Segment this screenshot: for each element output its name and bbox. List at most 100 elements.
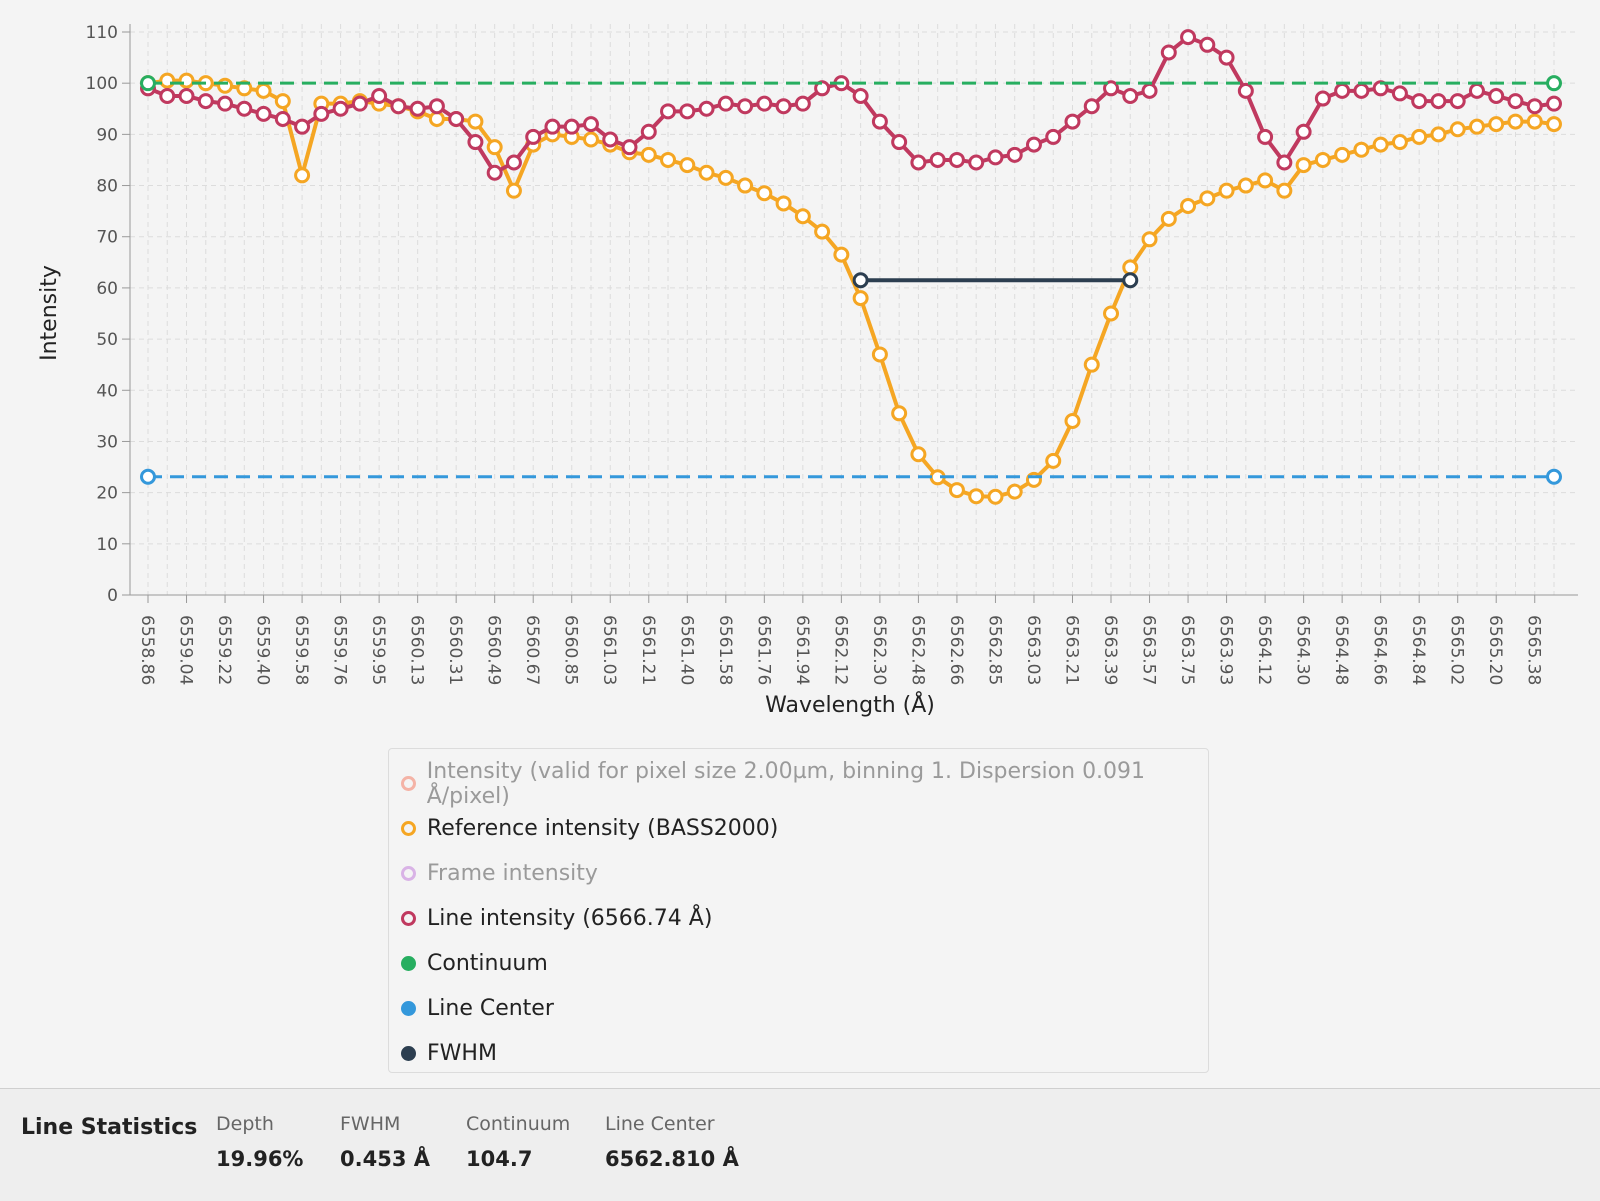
point bbox=[140, 468, 156, 485]
legend-entry[interactable]: Line Center bbox=[389, 986, 1208, 1031]
legend-entry[interactable]: Intensity (valid for pixel size 2.00µm, … bbox=[389, 758, 1208, 809]
point bbox=[1122, 272, 1139, 289]
point bbox=[390, 98, 407, 115]
x-tick-label: 6563.57 bbox=[1139, 615, 1159, 685]
point bbox=[544, 118, 561, 135]
point bbox=[1160, 210, 1177, 227]
point bbox=[717, 169, 734, 186]
point bbox=[1199, 36, 1216, 53]
legend-label: Intensity (valid for pixel size 2.00µm, … bbox=[426, 758, 1146, 809]
point bbox=[910, 446, 927, 463]
x-tick-label: 6559.04 bbox=[176, 615, 196, 685]
legend-entry[interactable]: Continuum bbox=[389, 941, 1208, 986]
point bbox=[1122, 87, 1139, 104]
y-tick-label: 40 bbox=[96, 381, 118, 401]
point bbox=[217, 95, 234, 112]
stat-label: Continuum bbox=[466, 1113, 571, 1135]
point bbox=[1141, 82, 1158, 99]
point bbox=[1449, 121, 1466, 138]
point bbox=[948, 151, 965, 168]
point bbox=[178, 87, 195, 104]
point bbox=[756, 95, 773, 112]
x-tick-label: 6563.75 bbox=[1177, 615, 1197, 685]
point bbox=[1314, 90, 1331, 107]
stat-label: Line Center bbox=[605, 1113, 715, 1135]
legend-entry[interactable]: Frame intensity bbox=[389, 851, 1208, 896]
point bbox=[621, 139, 638, 156]
point bbox=[968, 488, 985, 505]
stat-value: 104.7 bbox=[466, 1147, 533, 1171]
legend-label: FWHM bbox=[427, 1041, 497, 1066]
legend-marker bbox=[401, 776, 416, 791]
point bbox=[1045, 128, 1062, 145]
point bbox=[1064, 113, 1081, 130]
point bbox=[1295, 157, 1312, 174]
point bbox=[1276, 154, 1293, 171]
point bbox=[1257, 128, 1274, 145]
legend-label: Continuum bbox=[427, 951, 548, 976]
x-tick-label: 6561.94 bbox=[792, 615, 812, 685]
point bbox=[178, 72, 195, 89]
x-tick-label: 6563.21 bbox=[1061, 615, 1081, 685]
legend-entry[interactable]: Reference intensity (BASS2000) bbox=[389, 806, 1208, 851]
x-tick-label: 6560.49 bbox=[484, 615, 504, 685]
x-tick-label: 6565.20 bbox=[1485, 615, 1505, 685]
point bbox=[563, 118, 580, 135]
stat: Continuum 104.7 bbox=[466, 1113, 570, 1171]
point bbox=[775, 195, 792, 212]
x-tick-label: 6564.48 bbox=[1331, 615, 1351, 685]
point bbox=[486, 164, 503, 181]
point bbox=[274, 93, 291, 110]
point bbox=[313, 105, 330, 122]
point bbox=[737, 98, 754, 115]
legend-marker bbox=[401, 821, 416, 836]
y-tick-label: 70 bbox=[96, 228, 118, 248]
point bbox=[409, 100, 426, 117]
y-tick-label: 80 bbox=[96, 177, 118, 197]
point bbox=[1372, 136, 1389, 153]
point bbox=[467, 113, 484, 130]
point bbox=[1025, 136, 1042, 153]
point bbox=[1391, 85, 1408, 102]
y-axis-label: Intensity bbox=[37, 265, 62, 361]
point bbox=[1237, 82, 1254, 99]
x-axis-label: Wavelength (Å) bbox=[765, 691, 935, 718]
point bbox=[448, 111, 465, 128]
y-tick-label: 20 bbox=[96, 484, 118, 504]
point bbox=[428, 98, 445, 115]
point bbox=[274, 111, 291, 128]
point bbox=[679, 103, 696, 120]
point bbox=[1430, 93, 1447, 110]
point bbox=[294, 118, 311, 135]
point bbox=[159, 87, 176, 104]
point bbox=[1218, 49, 1235, 66]
point bbox=[737, 177, 754, 194]
point bbox=[486, 139, 503, 156]
x-tick-label: 6561.76 bbox=[753, 615, 773, 685]
point bbox=[1314, 151, 1331, 168]
point bbox=[775, 98, 792, 115]
x-tick-label: 6559.40 bbox=[253, 615, 273, 685]
point bbox=[428, 111, 445, 128]
point bbox=[197, 93, 214, 110]
legend-entry[interactable]: FWHM bbox=[389, 1031, 1208, 1076]
point bbox=[467, 134, 484, 151]
legend-entry[interactable]: Line intensity (6566.74 Å) bbox=[389, 896, 1208, 941]
point bbox=[1276, 182, 1293, 199]
point bbox=[660, 103, 677, 120]
point bbox=[1006, 483, 1023, 500]
point bbox=[602, 131, 619, 148]
x-tick-label: 6565.02 bbox=[1447, 615, 1467, 685]
point bbox=[660, 151, 677, 168]
point bbox=[1411, 93, 1428, 110]
x-tick-label: 6562.30 bbox=[869, 615, 889, 685]
stat-value: 0.453 Å bbox=[340, 1147, 430, 1171]
point bbox=[1295, 123, 1312, 140]
x-tick-label: 6560.67 bbox=[522, 615, 542, 685]
point bbox=[1488, 116, 1505, 133]
point bbox=[371, 87, 388, 104]
point bbox=[910, 154, 927, 171]
stat: FWHM 0.453 Å bbox=[340, 1113, 430, 1171]
stat-value: 19.96% bbox=[216, 1147, 304, 1171]
